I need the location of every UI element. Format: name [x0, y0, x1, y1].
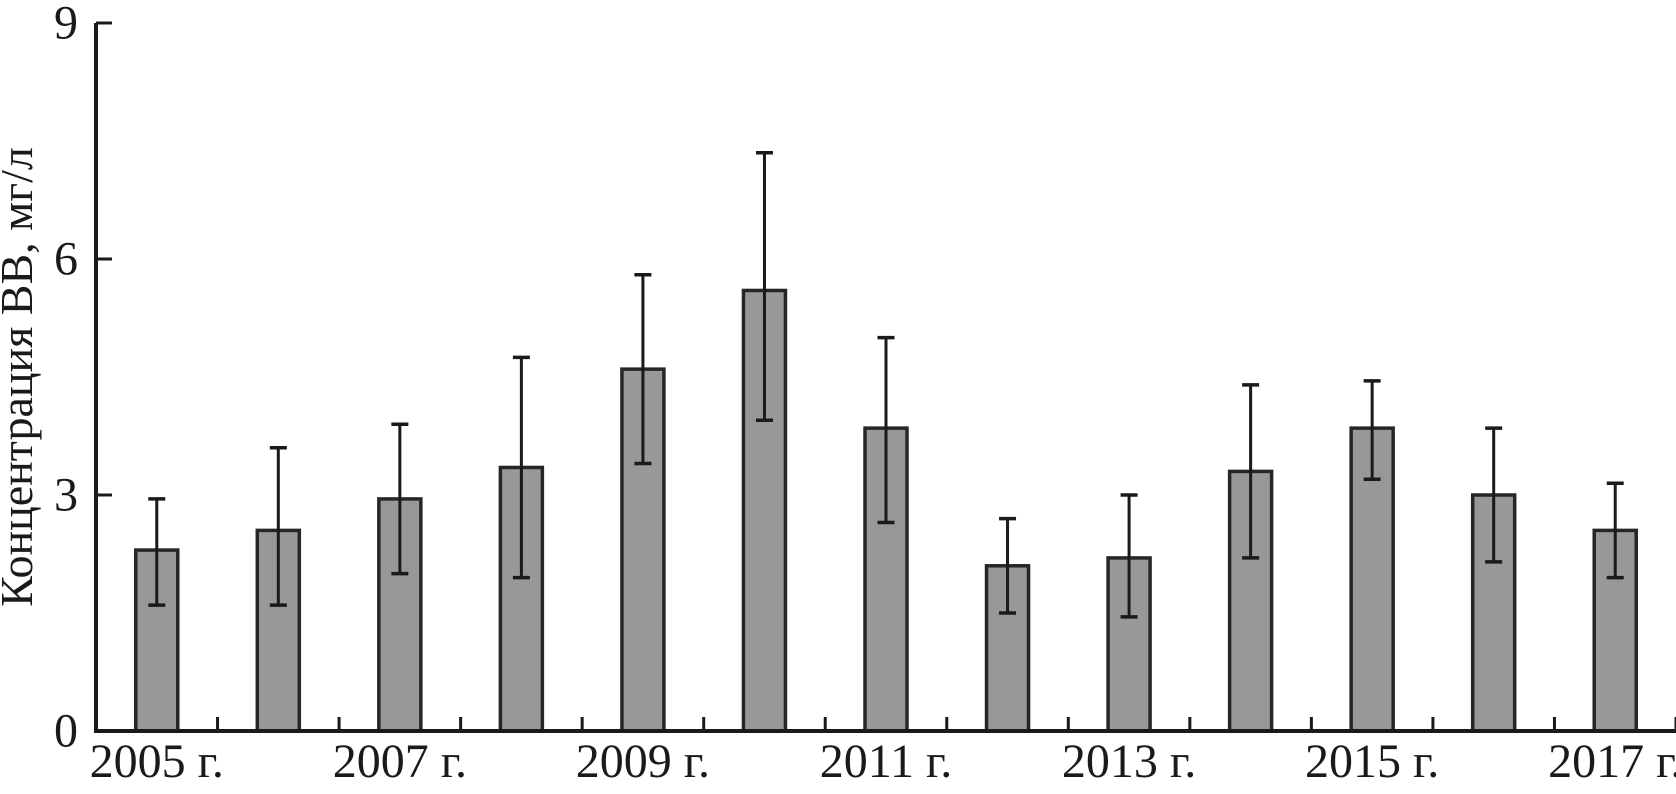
- error-bar-2008: [512, 355, 530, 580]
- x-tick-label-2011: 2011 г.: [820, 735, 953, 788]
- y-axis-title: Концентрация ВВ, мг/л: [0, 147, 42, 607]
- error-bar-2011: [877, 335, 895, 525]
- y-tick-label-6: 6: [54, 233, 78, 286]
- axes-layer: [94, 21, 1676, 733]
- error-bar-2005: [148, 497, 166, 607]
- error-bar-2017: [1606, 481, 1624, 580]
- x-tick-label-2015: 2015 г.: [1305, 735, 1439, 788]
- bar-2008: [498, 465, 545, 733]
- x-tick-label-2013: 2013 г.: [1062, 735, 1196, 788]
- error-bar-2013: [1120, 493, 1138, 619]
- error-bar-2009: [634, 272, 652, 466]
- labels-layer: 0 3 6 9 2005 г. 2007 г. 2009 г. 2011 г. 2013 г. 2…: [54, 0, 1676, 788]
- x-tick-label-2009: 2009 г.: [576, 735, 710, 788]
- x-tick-label-2005: 2005 г.: [90, 735, 224, 788]
- error-bar-2006: [269, 446, 287, 607]
- error-bar-2007: [391, 422, 409, 576]
- x-tick-label-2007: 2007 г.: [333, 735, 467, 788]
- error-bars-layer: [148, 151, 1624, 619]
- y-tick-label-3: 3: [54, 469, 78, 522]
- y-tick-label-9: 9: [54, 0, 78, 50]
- error-bar-2012: [999, 516, 1017, 615]
- error-bar-2016: [1485, 426, 1503, 564]
- y-tick-label-0: 0: [54, 705, 78, 758]
- error-bar-2014: [1242, 383, 1260, 560]
- x-tick-label-2017: 2017 г.: [1548, 735, 1676, 788]
- error-bar-2015: [1363, 379, 1381, 482]
- error-bar-2010: [755, 151, 773, 423]
